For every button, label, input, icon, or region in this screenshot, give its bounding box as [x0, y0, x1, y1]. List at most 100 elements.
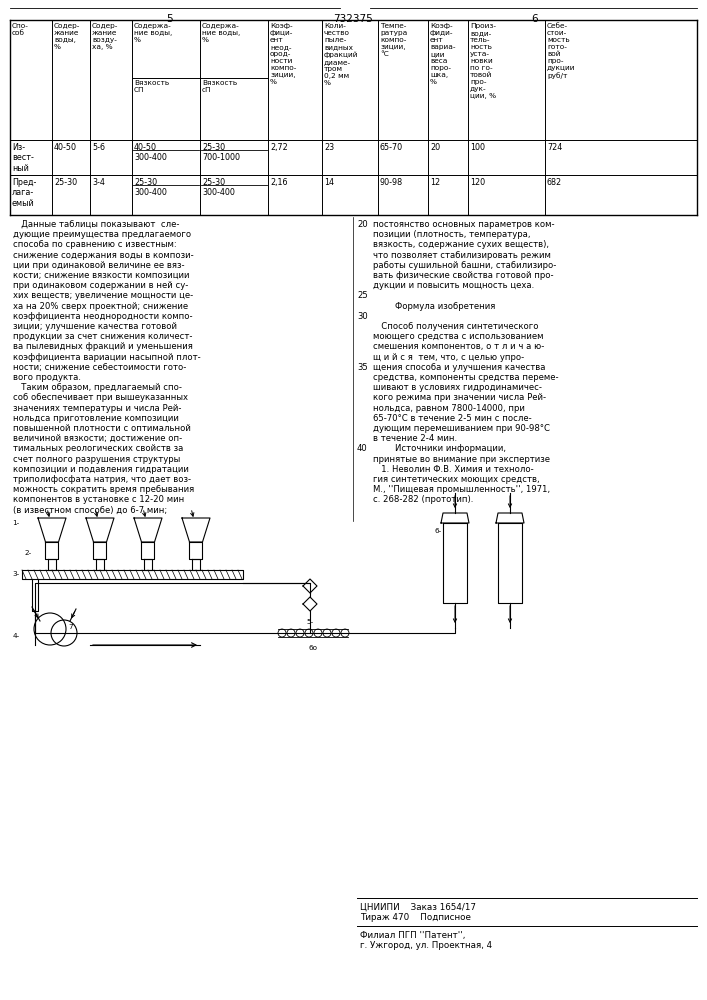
Text: 5-: 5-	[306, 619, 313, 625]
Text: 5: 5	[167, 14, 173, 24]
Text: 12: 12	[430, 178, 440, 187]
Text: 2,72: 2,72	[270, 143, 288, 152]
Text: ва пылевидных фракций и уменьшения: ва пылевидных фракций и уменьшения	[13, 342, 193, 351]
Text: Источники информации,: Источники информации,	[373, 444, 506, 453]
Text: 25-30: 25-30	[54, 178, 77, 187]
Text: 25-30
300-400: 25-30 300-400	[202, 178, 235, 197]
Text: Спо-
соб: Спо- соб	[12, 23, 29, 36]
Text: Произ-
води-
тель-
ность
уста-
новки
по го-
товой
про-
дук-
ции, %: Произ- води- тель- ность уста- новки по …	[470, 23, 496, 99]
Text: Содержа-
ние воды,
%: Содержа- ние воды, %	[202, 23, 240, 43]
Text: постоянство основных параметров ком-: постоянство основных параметров ком-	[373, 220, 554, 229]
Text: гия синтетических моющих средств,: гия синтетических моющих средств,	[373, 475, 539, 484]
Text: Себе-
стои-
мость
гото-
вой
про-
дукции
руб/т: Себе- стои- мость гото- вой про- дукции …	[547, 23, 575, 79]
Text: 23: 23	[324, 143, 334, 152]
Text: при одинаковом содержании в ней су-: при одинаковом содержании в ней су-	[13, 281, 188, 290]
Text: можность сократить время пребывания: можность сократить время пребывания	[13, 485, 194, 494]
Text: смешения компонентов, о т л и ч а ю-: смешения компонентов, о т л и ч а ю-	[373, 342, 544, 351]
Text: позиции (плотность, температура,: позиции (плотность, температура,	[373, 230, 530, 239]
Text: кого режима при значении числа Рей-: кого режима при значении числа Рей-	[373, 393, 546, 402]
Text: ха на 20% сверх проектной; снижение: ха на 20% сверх проектной; снижение	[13, 302, 188, 311]
Text: нольдса, равном 7800-14000, при: нольдса, равном 7800-14000, при	[373, 404, 525, 413]
Text: Содер-
жание
возду-
ха, %: Содер- жание возду- ха, %	[92, 23, 118, 50]
Text: Из-
вест-
ный: Из- вест- ный	[12, 143, 34, 173]
Text: триполифосфата натрия, что дает воз-: триполифосфата натрия, что дает воз-	[13, 475, 191, 484]
Text: 7: 7	[68, 624, 73, 630]
Text: принятые во внимание при экспертизе: принятые во внимание при экспертизе	[373, 455, 550, 464]
Text: значениях температуры и числа Рей-: значениях температуры и числа Рей-	[13, 404, 182, 413]
Text: величиной вязкости; достижение оп-: величиной вязкости; достижение оп-	[13, 434, 182, 443]
Text: ЦНИИПИ    Заказ 1654/17: ЦНИИПИ Заказ 1654/17	[360, 903, 476, 912]
Text: 40: 40	[357, 444, 368, 453]
Text: 5-6: 5-6	[92, 143, 105, 152]
Text: 3-: 3-	[12, 571, 19, 577]
Text: Содержа-
ние воды,
%: Содержа- ние воды, %	[134, 23, 173, 43]
Text: соб обеспечивает при вышеуказанных: соб обеспечивает при вышеуказанных	[13, 393, 188, 402]
Text: композиции и подавления гидратации: композиции и подавления гидратации	[13, 465, 189, 474]
Text: ности; снижение себестоимости гото-: ности; снижение себестоимости гото-	[13, 363, 187, 372]
Text: 100: 100	[470, 143, 485, 152]
Text: 3-4: 3-4	[92, 178, 105, 187]
Text: Пред-
лага-
емый: Пред- лага- емый	[12, 178, 36, 208]
Text: повышенной плотности с оптимальной: повышенной плотности с оптимальной	[13, 424, 191, 433]
Text: 2-: 2-	[24, 550, 31, 556]
Text: тимальных реологических свойств за: тимальных реологических свойств за	[13, 444, 183, 453]
Text: 35: 35	[357, 363, 368, 372]
Text: Коли-
чество
пыле-
видных
фракций
диаме-
тром
0,2 мм
%: Коли- чество пыле- видных фракций диаме-…	[324, 23, 358, 86]
Text: г. Ужгород, ул. Проектная, 4: г. Ужгород, ул. Проектная, 4	[360, 941, 492, 950]
Text: дующие преимущества предлагаемого: дующие преимущества предлагаемого	[13, 230, 191, 239]
Text: М., ''Пищевая промышленность'', 1971,: М., ''Пищевая промышленность'', 1971,	[373, 485, 550, 494]
Text: Филиал ПГП ''Патент'',: Филиал ПГП ''Патент'',	[360, 931, 465, 940]
Text: 30: 30	[357, 312, 368, 321]
Text: в течение 2-4 мин.: в течение 2-4 мин.	[373, 434, 457, 443]
Text: зиции; улучшение качества готовой: зиции; улучшение качества готовой	[13, 322, 177, 331]
Text: 20: 20	[430, 143, 440, 152]
Text: (в известном способе) до 6-7 мин;: (в известном способе) до 6-7 мин;	[13, 506, 167, 515]
Text: способа по сравнению с известным:: способа по сравнению с известным:	[13, 240, 177, 249]
Text: щ и й с я  тем, что, с целью упро-: щ и й с я тем, что, с целью упро-	[373, 353, 525, 362]
Text: моющего средства с использованием: моющего средства с использованием	[373, 332, 544, 341]
Text: Вязкость
СП: Вязкость СП	[134, 80, 169, 93]
Text: 120: 120	[470, 178, 485, 187]
Text: Коэф-
фици-
ент
неод-
ород-
ности
компо-
зиции,
%: Коэф- фици- ент неод- ород- ности компо-…	[270, 23, 296, 85]
Text: 20: 20	[357, 220, 368, 229]
Text: коэффициента неоднородности компо-: коэффициента неоднородности компо-	[13, 312, 192, 321]
Text: 65-70: 65-70	[380, 143, 403, 152]
Text: средства, компоненты средства переме-: средства, компоненты средства переме-	[373, 373, 559, 382]
Text: 732375: 732375	[333, 14, 373, 24]
Text: 65-70°С в течение 2-5 мин с после-: 65-70°С в течение 2-5 мин с после-	[373, 414, 532, 423]
Text: 6: 6	[532, 14, 538, 24]
Text: 25-30
700-1000: 25-30 700-1000	[202, 143, 240, 162]
Text: 1-: 1-	[12, 520, 19, 526]
Text: 90-98: 90-98	[380, 178, 403, 187]
Text: Таким образом, предлагаемый спо-: Таким образом, предлагаемый спо-	[13, 383, 182, 392]
Text: Вязкость
сП: Вязкость сП	[202, 80, 237, 93]
Text: 682: 682	[547, 178, 562, 187]
Text: снижение содержания воды в компози-: снижение содержания воды в компози-	[13, 251, 194, 260]
Text: Тираж 470    Подписное: Тираж 470 Подписное	[360, 913, 471, 922]
Text: 40-50
300-400: 40-50 300-400	[134, 143, 167, 162]
Text: вязкость, содержание сухих веществ),: вязкость, содержание сухих веществ),	[373, 240, 549, 249]
Text: 1. Неволин Ф.В. Химия и техноло-: 1. Неволин Ф.В. Химия и техноло-	[373, 465, 534, 474]
Text: Данные таблицы показывают  сле-: Данные таблицы показывают сле-	[13, 220, 180, 229]
Text: Способ получения синтетического: Способ получения синтетического	[373, 322, 539, 331]
Text: коэффициента вариации насыпной плот-: коэффициента вариации насыпной плот-	[13, 353, 201, 362]
Text: шивают в условиях гидродинамичес-: шивают в условиях гидродинамичес-	[373, 383, 542, 392]
Text: продукции за счет снижения количест-: продукции за счет снижения количест-	[13, 332, 192, 341]
Text: счет полного разрушения структуры: счет полного разрушения структуры	[13, 455, 180, 464]
Text: Содер-
жание
воды,
%: Содер- жание воды, %	[54, 23, 81, 50]
Text: дукции и повысить мощность цеха.: дукции и повысить мощность цеха.	[373, 281, 534, 290]
Text: 4-: 4-	[13, 633, 21, 639]
Text: Коэф-
фиди-
ент
вариа-
ции
веса
поро-
шка,
%: Коэф- фиди- ент вариа- ции веса поро- шк…	[430, 23, 455, 85]
Text: компонентов в установке с 12-20 мин: компонентов в установке с 12-20 мин	[13, 495, 185, 504]
Text: дующим перемешиванием при 90-98°С: дующим перемешиванием при 90-98°С	[373, 424, 550, 433]
Text: 40-50: 40-50	[54, 143, 77, 152]
Text: хих веществ; увеличение мощности це-: хих веществ; увеличение мощности це-	[13, 291, 193, 300]
Text: 25: 25	[357, 291, 368, 300]
Text: Формула изобретения: Формула изобретения	[373, 302, 496, 311]
Text: работы сушильной башни, стабилизиро-: работы сушильной башни, стабилизиро-	[373, 261, 556, 270]
Text: нольдса приготовление композиции: нольдса приготовление композиции	[13, 414, 179, 423]
Text: вать физические свойства готовой про-: вать физические свойства готовой про-	[373, 271, 554, 280]
Text: щения способа и улучшения качества: щения способа и улучшения качества	[373, 363, 546, 372]
Text: 6o: 6o	[309, 645, 318, 651]
Text: ции при одинаковой величине ее вяз-: ции при одинаковой величине ее вяз-	[13, 261, 185, 270]
